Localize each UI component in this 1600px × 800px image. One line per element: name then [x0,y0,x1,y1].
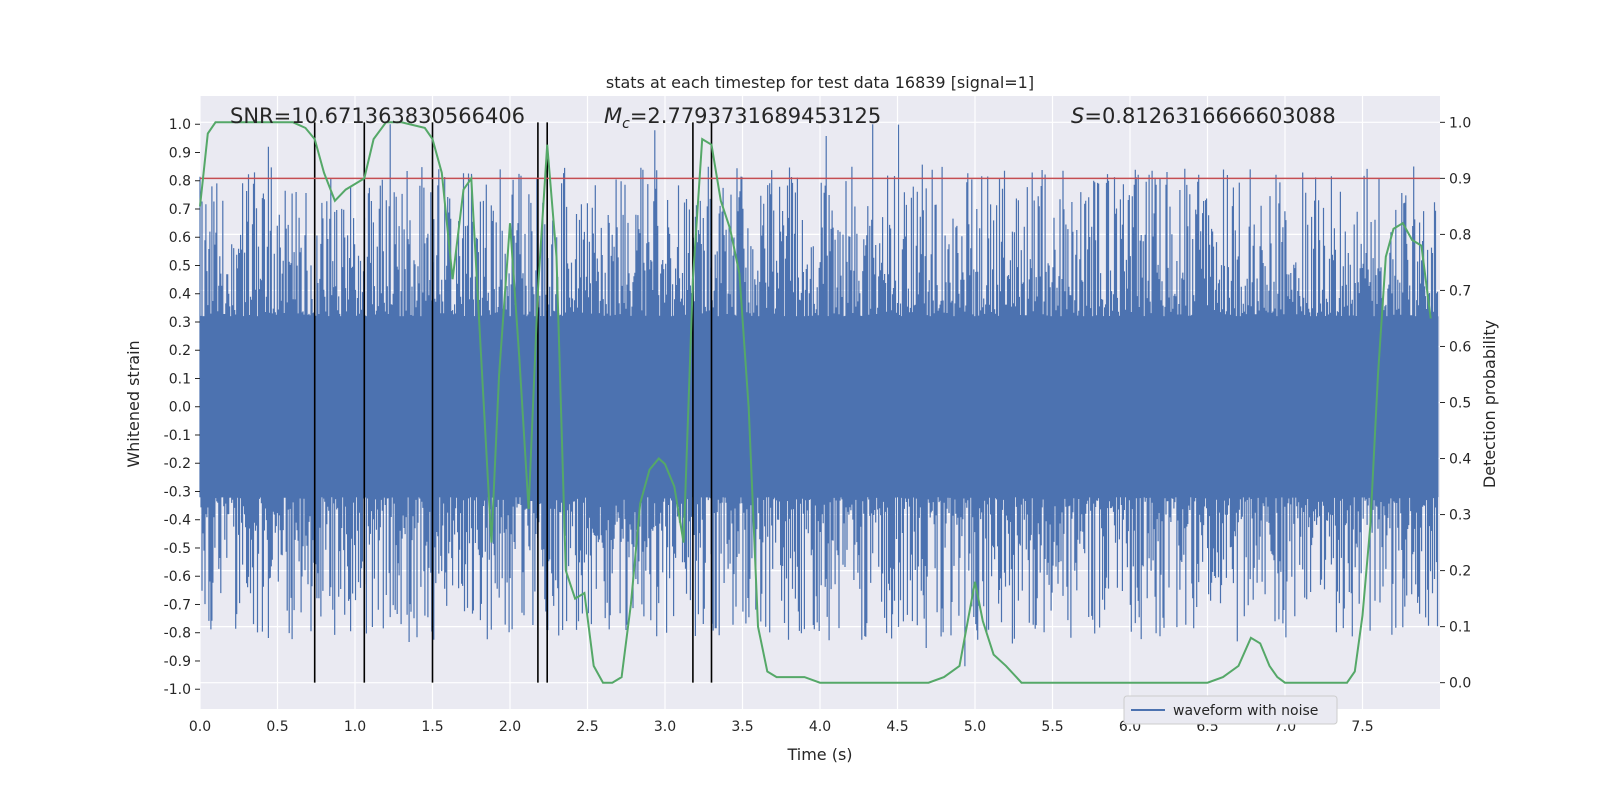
x-tick-label: 5.0 [964,719,986,735]
x-tick-label: 0.0 [189,719,211,735]
y-tick-label: -0.6 [164,569,191,585]
legend-label: waveform with noise [1173,703,1318,719]
y2-tick-label: 0.0 [1449,676,1471,692]
y-tick-label: 0.7 [169,202,191,218]
y-tick-label: -0.4 [164,513,191,529]
y2-tick-label: 0.6 [1449,339,1471,355]
y-tick-label: 0.5 [169,258,191,274]
x-tick-label: 2.5 [576,719,598,735]
y-tick-label: 0.4 [169,287,191,303]
y2-tick-label: 0.5 [1449,396,1471,412]
y2-tick-label: 0.8 [1449,227,1471,243]
x-tick-label: 0.5 [266,719,288,735]
y2-tick-label: 0.7 [1449,283,1471,299]
mc-value: =2.7793731689453125 [630,104,881,128]
x-axis-label: Time (s) [786,745,852,764]
event-lines [313,122,713,683]
y-axis-ticks: 1.0 0.9 0.8 0.7 0.6 0.5 0.4 0.3 0.2 0.1 0.0 -0.1 -0.… [164,117,200,698]
x-tick-label: 5.5 [1041,719,1063,735]
y-axis-label: Whitened strain [124,340,143,467]
y2-axis-ticks: 1.0 0.9 0.8 0.7 0.6 0.5 0.4 0.3 0.2 0.1 0.0 [1440,115,1471,692]
mc-symbol: M [604,104,622,128]
y-tick-label: 0.0 [169,400,191,416]
y2-tick-label: 0.3 [1449,508,1471,524]
y-tick-label: 0.8 [169,174,191,190]
s-symbol: S [1071,104,1084,128]
y-tick-label: -0.3 [164,484,191,500]
x-tick-label: 4.5 [886,719,908,735]
y-tick-label: -0.2 [164,456,191,472]
mc-subscript: c [622,116,630,132]
strain-series [199,124,1439,667]
x-tick-label: 3.0 [654,719,676,735]
y-tick-label: 1.0 [169,117,191,133]
legend: waveform with noise [1123,695,1338,725]
y-tick-label: -0.8 [164,626,191,642]
s-annotation: S=0.8126316666603088 [1071,104,1336,128]
y-tick-label: 0.2 [169,343,191,359]
x-tick-label: 3.5 [731,719,753,735]
x-tick-label: 1.5 [421,719,443,735]
snr-annotation: SNR=10.671363830566406 [230,104,525,128]
chart-title: stats at each timestep for test data 168… [606,73,1034,92]
y2-tick-label: 0.1 [1449,620,1471,636]
legend-box [1123,695,1338,725]
x-tick-label: 1.0 [344,719,366,735]
y2-axis-label: Detection probability [1480,320,1499,488]
y2-tick-label: 1.0 [1449,115,1471,131]
detection-probability-line [199,121,1432,684]
y-tick-label: 0.9 [169,145,191,161]
x-tick-label: 4.0 [809,719,831,735]
y2-tick-label: 0.9 [1449,171,1471,187]
s-value: =0.8126316666603088 [1084,104,1335,128]
y-tick-label: 0.6 [169,230,191,246]
x-axis-ticks: 0.0 0.5 1.0 1.5 2.0 2.5 3.0 3.5 4.0 4.5 5.0 5.5 6.0 6… [189,719,1374,735]
y-tick-label: -0.1 [164,428,191,444]
chirp-mass-annotation: Mc=2.7793731689453125 [604,104,881,132]
y-tick-label: -0.9 [164,654,191,670]
y-tick-label: 0.3 [169,315,191,331]
x-tick-label: 2.0 [499,719,521,735]
x-tick-label: 7.5 [1351,719,1373,735]
y2-tick-label: 0.4 [1449,452,1471,468]
y-tick-label: -0.5 [164,541,191,557]
y-tick-label: 0.1 [169,371,191,387]
y-tick-label: -0.7 [164,597,191,613]
y2-tick-label: 0.2 [1449,564,1471,580]
y-tick-label: -1.0 [164,682,191,698]
